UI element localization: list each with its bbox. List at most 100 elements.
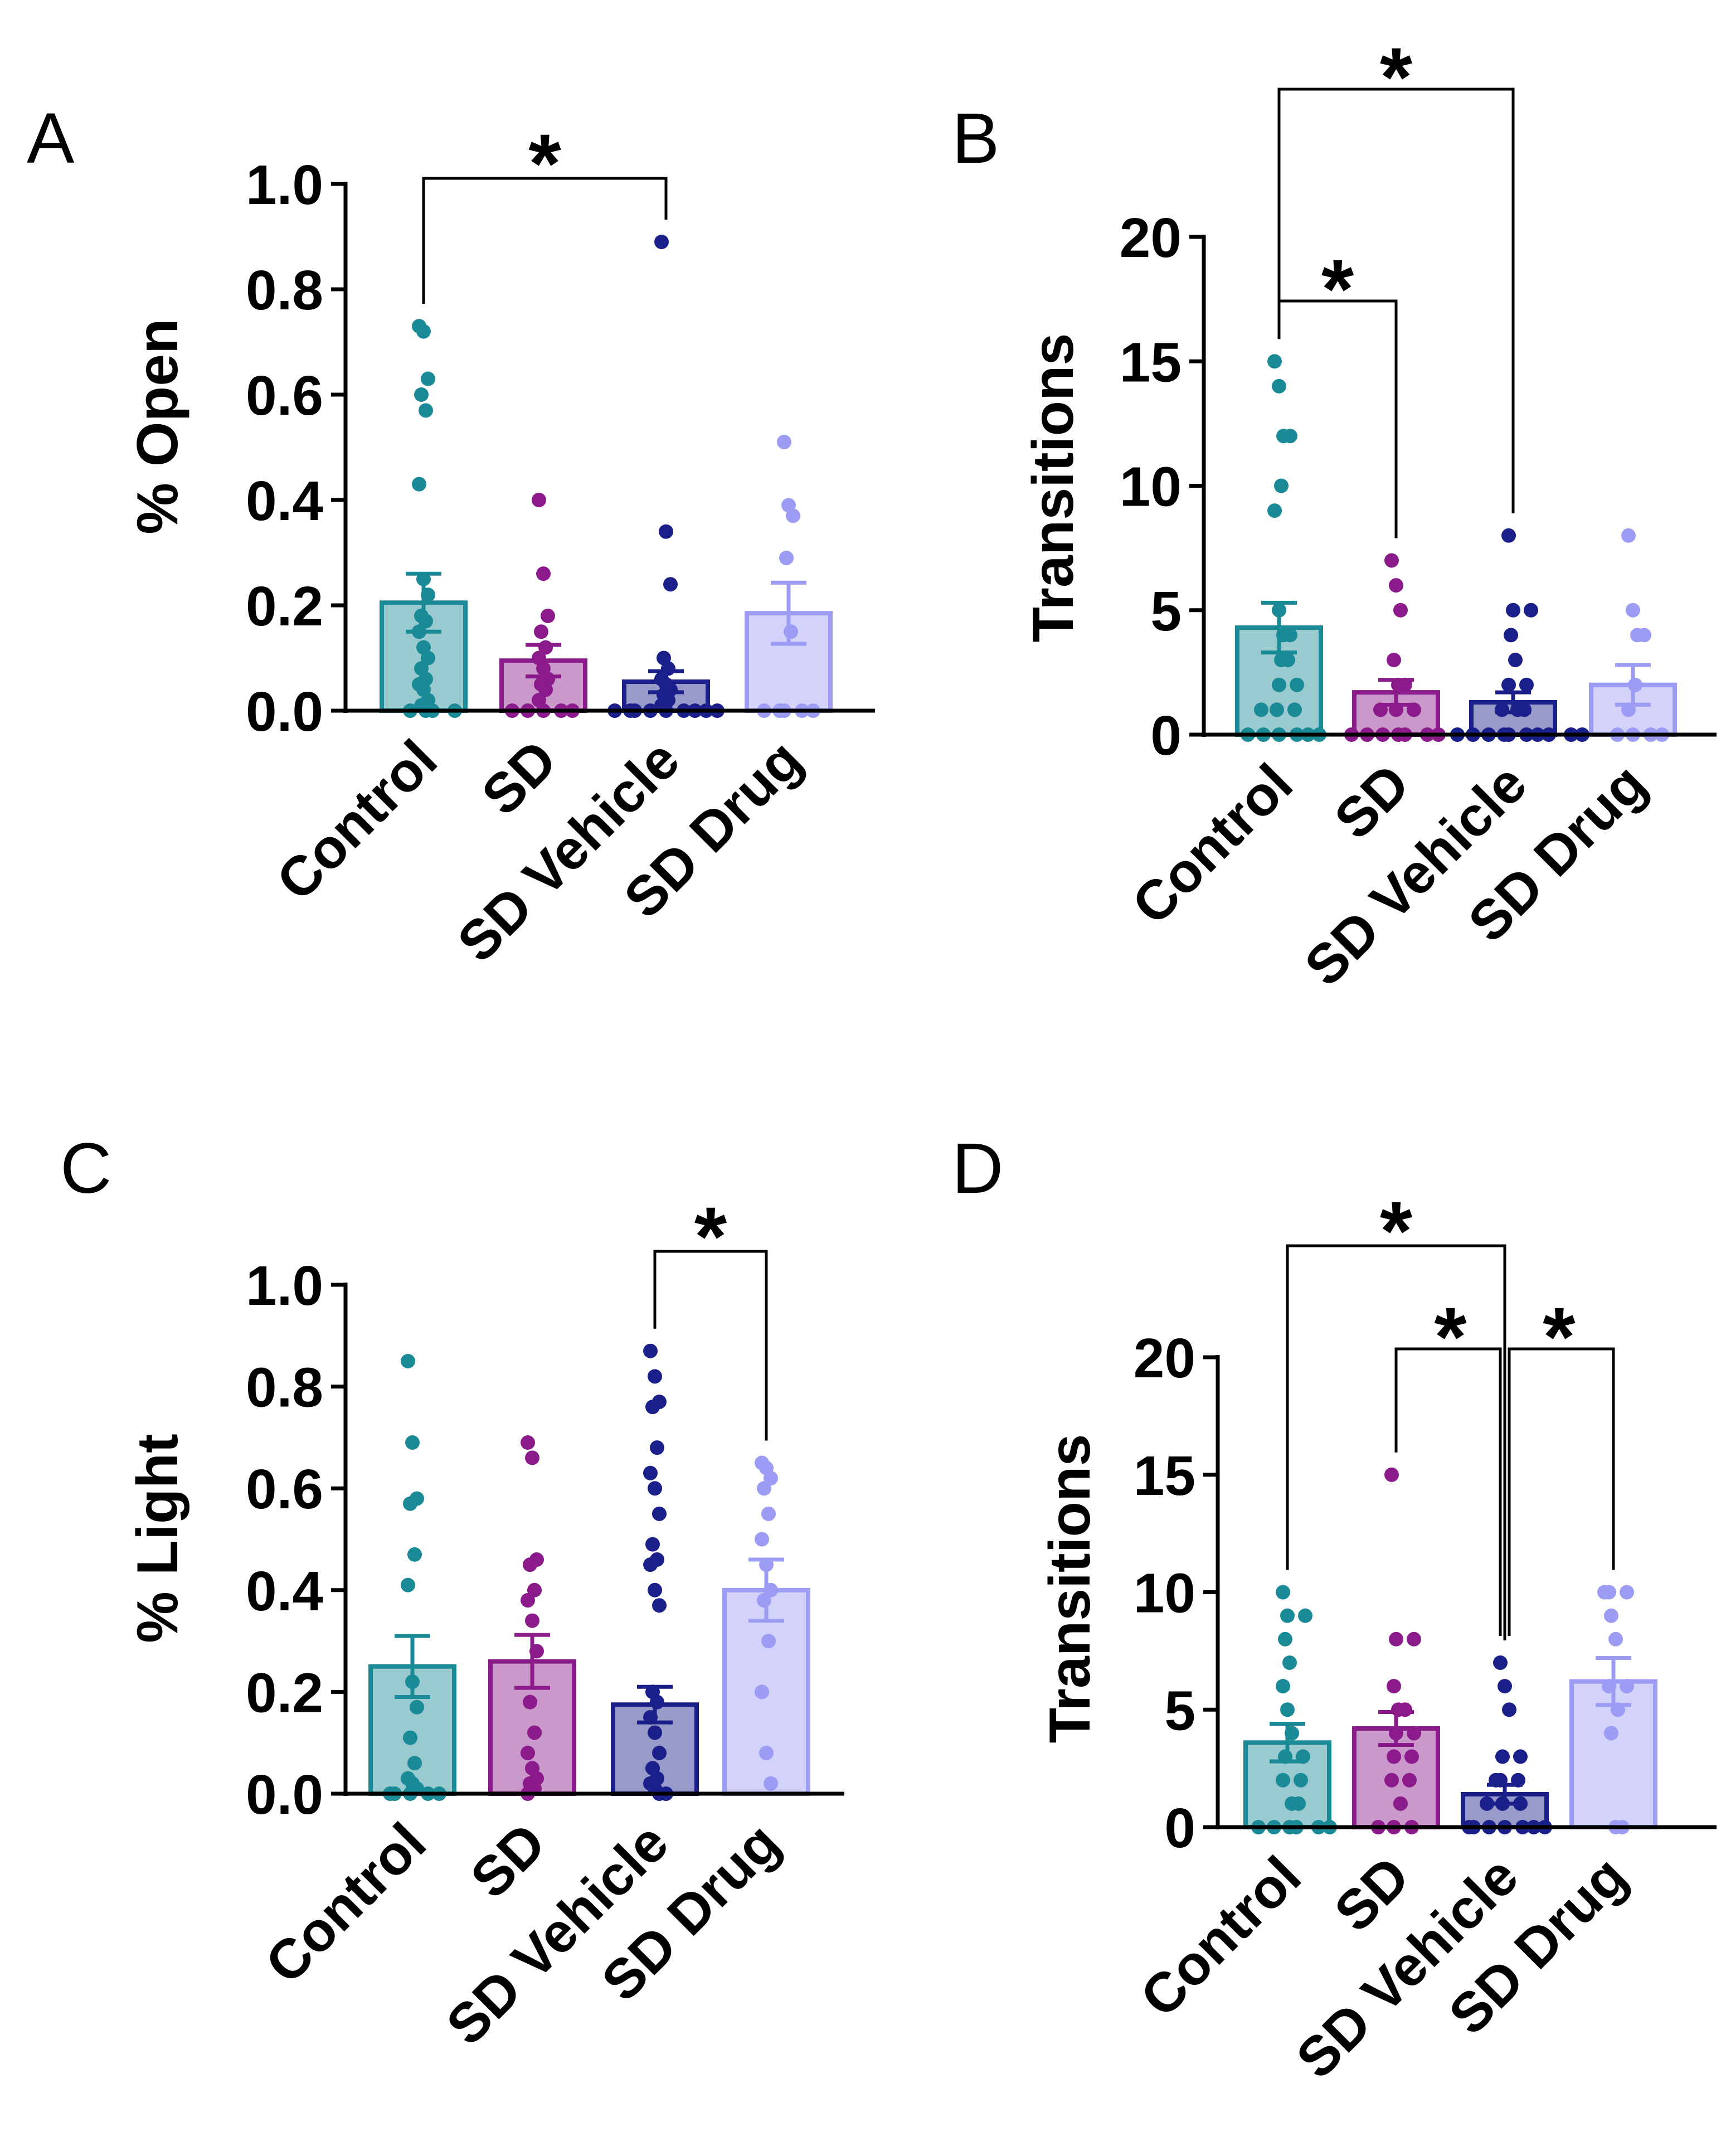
point-a-1-3 [534,624,548,639]
point-d-0-3 [1278,1631,1292,1647]
y-tick-label-d-2: 10 [1134,1562,1195,1625]
point-c-2-10 [643,1557,658,1572]
point-d-0-4 [1282,1655,1297,1670]
significance-a: * [422,116,668,304]
point-d-0-2 [1298,1608,1312,1623]
significance-star-b-0: * [1321,242,1354,336]
significance-bracket-d-2 [1508,1347,1615,1636]
error-bars-d [1270,1656,1631,1806]
point-c-0-7 [410,1699,424,1715]
point-c-2-12 [652,1598,667,1613]
point-d-2-0 [1493,1655,1508,1670]
point-d-2-2 [1502,1702,1516,1717]
point-d-2-3 [1495,1749,1510,1764]
axes-a [343,182,875,713]
y-tick-label-b-3: 15 [1120,331,1182,394]
point-b-2-0 [1501,528,1516,543]
y-tick-label-d-1: 5 [1164,1679,1195,1742]
point-b-0-5 [1267,503,1282,518]
y-tick-label-a-2: 0.4 [246,470,323,532]
point-a-3-4 [784,624,798,639]
point-d-1-7 [1407,1726,1421,1741]
point-d-3-8 [1604,1726,1618,1741]
point-c-3-10 [755,1684,769,1699]
point-b-2-8 [1517,702,1532,717]
point-d-2-1 [1498,1679,1512,1694]
axes-c [343,1283,844,1796]
y-ticks-b: 0 5 10 15 20 [1120,207,1204,767]
y-tick-label-c-4: 0.8 [246,1357,323,1419]
panel-letter-d: D [952,1129,1003,1208]
point-d-1-8 [1387,1749,1401,1764]
y-tick-label-a-0: 0.0 [246,681,323,743]
point-c-0-4 [407,1547,422,1562]
axes-b [1202,235,1717,737]
point-a-0-2 [421,371,435,386]
y-axis-label-c: % Light [125,1434,190,1643]
point-c-2-6 [648,1481,662,1496]
significance-star-d-2: * [1543,1290,1576,1383]
y-tick-label-a-3: 0.6 [246,365,323,427]
significance-bracket-d-1 [1394,1347,1502,1636]
point-d-3-1 [1620,1585,1634,1600]
significance-bracket-d-0 [1286,1244,1506,1640]
point-c-1-8 [523,1694,537,1710]
point-d-3-6 [1620,1679,1634,1694]
point-c-2-14 [650,1694,664,1710]
point-c-3-11 [759,1745,774,1760]
point-d-1-12 [1393,1796,1408,1811]
dots-b [1241,354,1669,742]
point-c-1-3 [523,1557,537,1572]
y-tick-label-c-0: 0.0 [246,1764,323,1826]
category-label-b-1: SD [1323,752,1421,851]
point-d-0-1 [1280,1608,1295,1623]
significance-star-d-0: * [1380,1184,1413,1278]
point-c-0-5 [401,1577,415,1592]
point-c-3-12 [764,1776,778,1791]
y-tick-label-c-1: 0.2 [246,1662,323,1724]
panel-a: A % Open 0.0 0.2 0.4 0.6 0.8 1.0 Control SDSD … [27,99,875,974]
category-label-b-0: Control [1120,752,1305,936]
significance-d: ** * [1286,1184,1615,1640]
point-c-1-6 [525,1613,539,1628]
point-c-3-4 [761,1506,776,1521]
y-axis-label-a: % Open [125,318,190,534]
point-a-2-2 [663,577,678,592]
point-c-1-10 [521,1745,535,1760]
point-b-1-1 [1389,578,1403,593]
point-c-0-1 [405,1435,420,1450]
point-a-3-0 [777,435,791,450]
point-c-2-5 [643,1465,658,1480]
category-label-c-0: Control [254,1811,438,1995]
y-tick-label-a-4: 0.8 [246,259,323,322]
category-label-d-0: Control [1129,1844,1313,2029]
point-a-1-1 [536,566,551,581]
significance-star-b-1: * [1380,30,1413,124]
point-c-1-1 [525,1450,539,1465]
significance-bracket-b-1 [1277,88,1515,513]
point-b-0-3 [1283,429,1297,444]
panel-letter-a: A [27,99,75,178]
point-b-0-13 [1270,702,1284,717]
point-c-2-1 [648,1369,662,1384]
point-c-3-5 [755,1532,769,1547]
point-d-3-4 [1608,1631,1623,1647]
point-c-0-3 [403,1496,417,1511]
point-b-0-1 [1272,378,1286,394]
point-d-0-6 [1280,1702,1295,1717]
significance-c: * [653,1189,768,1441]
point-b-0-8 [1283,628,1297,643]
point-c-2-11 [648,1582,662,1597]
point-b-3-1 [1626,603,1640,618]
significance-bracket-a-0 [422,177,668,304]
point-d-3-3 [1604,1608,1618,1623]
point-c-2-3 [645,1400,660,1415]
y-tick-label-c-5: 1.0 [246,1255,323,1317]
point-a-3-2 [786,508,800,523]
point-a-0-5 [412,477,426,492]
